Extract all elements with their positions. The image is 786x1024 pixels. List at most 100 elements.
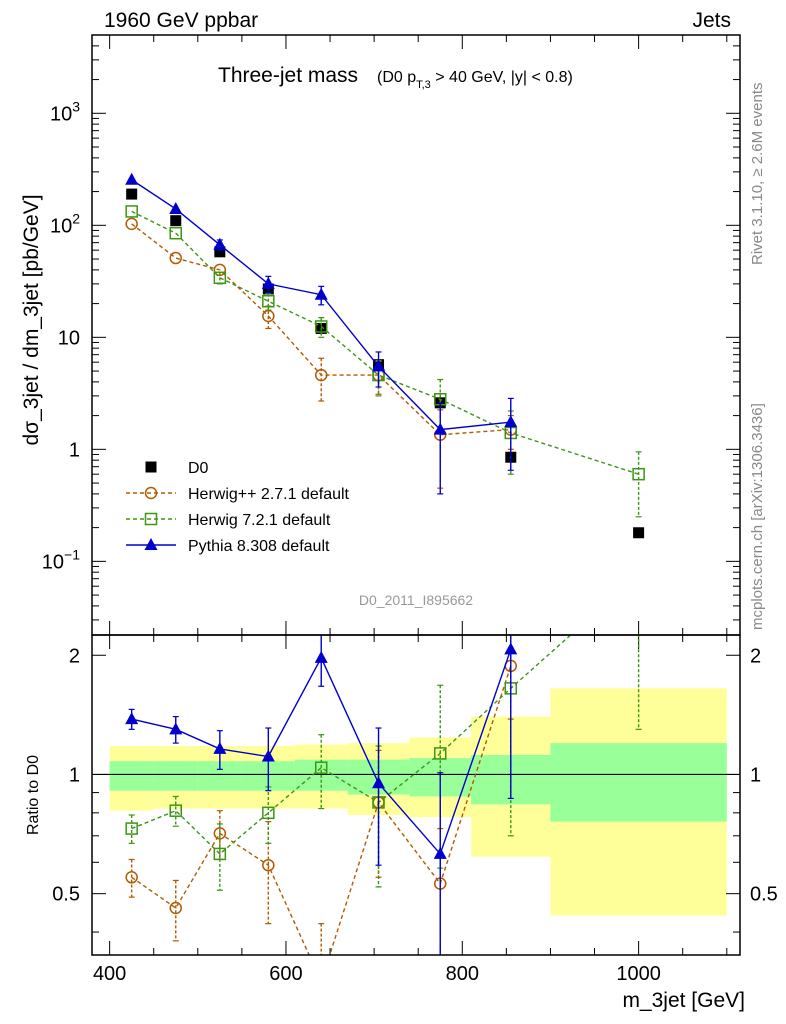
data-point [314,650,328,663]
ratio-y-tick-label: 1 [69,764,80,786]
series-line [131,649,512,856]
series-line [131,179,511,431]
data-point [632,467,645,481]
data-point [372,776,386,789]
x-tick-label: 400 [93,963,126,985]
ratio-ticks: 0.5 0.5 1 1 2 2 400 600 800 1000 [52,635,778,985]
main-panel: 10−1 1 10 102 103 Three-jet mass (D0 pT,3 > … [20,34,741,636]
main-ticks: 10−1 1 10 102 103 [42,34,740,635]
x-tick-label: 600 [269,963,302,985]
ratio-panel: 0.5 0.5 1 1 2 2 400 600 800 1000 Ratio to D0 m_3j… [25,569,778,1012]
ratio-bands [92,688,740,916]
data-point [213,237,227,250]
side-label-rivet: Rivet 3.1.10, ≥ 2.6M events [749,83,766,266]
x-tick-label: 800 [446,963,479,985]
data-point [213,263,227,277]
legend-label: Herwig++ 2.7.1 default [188,486,350,503]
data-point [169,804,183,817]
data-point [169,722,183,735]
data-point [261,749,275,762]
data-point [314,368,328,382]
data-point [262,806,275,820]
data-point [126,188,138,200]
header-left: 1960 GeV ppbar [104,9,258,32]
data-point [213,741,227,754]
data-point [372,359,386,372]
header-right: Jets [692,9,731,32]
data-point [125,822,138,835]
x-axis-label: m_3jet [GeV] [622,989,745,1012]
legend-item-herwig-2-7-1-default: Herwig++ 2.7.1 default [126,486,350,503]
legend-marker [144,538,158,550]
main-subtitle: (D0 pT,3 > 40 GeV, |y| < 0.8) [377,69,573,91]
data-point [433,846,447,859]
uncertainty-band-inner [153,761,198,791]
data-point [213,827,227,840]
data-point [169,251,183,265]
y-tick-label: 10 [58,327,80,349]
legend-item-pythia-8-308-default: Pythia 8.308 default [126,538,330,555]
ratio-y-tick-label-right: 1 [750,764,761,786]
data-point [169,201,183,214]
main-series-layer [125,172,645,539]
y-tick-label: 1 [69,439,80,461]
series-pythia-8-308-default [125,172,518,495]
data-point [504,415,518,428]
data-point [314,761,328,774]
x-tick-label: 1000 [616,963,661,985]
data-point [633,527,645,539]
data-point [433,422,447,435]
series-line [131,665,512,955]
data-point [262,294,275,308]
uncertainty-band-inner [109,761,154,791]
data-point [504,642,518,655]
legend-marker [145,461,157,473]
data-point [125,172,139,185]
legend-item-d0: D0 [145,460,209,477]
ratio-y-tick-label: 2 [69,645,80,667]
data-point [125,217,138,231]
side-label-mcplots: mcplots.cern.ch [arXiv:1306.3436] [749,403,766,630]
series-herwig-2-7-1-default [125,217,518,489]
data-point [433,747,447,760]
legend-label: D0 [188,460,209,477]
ratio-y-tick-label-right: 0.5 [750,884,778,906]
analysis-watermark: D0_2011_I895662 [359,592,473,608]
y-tick-label: 103 [50,98,80,125]
legend-label: Pythia 8.308 default [188,538,330,555]
ratio-series-layer [125,569,644,987]
series-pythia-8-308-default [125,635,518,955]
legend-label: Herwig 7.2.1 default [188,512,331,529]
series-line [131,223,511,436]
main-title: Three-jet mass [218,64,358,87]
data-point [316,976,327,987]
legend: D0 Herwig++ 2.7.1 default Herwig 7.2.1 def… [126,460,350,555]
series-line [131,210,639,475]
data-point [213,271,227,285]
data-point [169,901,183,915]
data-point [169,226,183,240]
legend-marker [144,512,158,526]
data-point [633,569,644,580]
uncertainty-band-inner [550,743,727,822]
data-point [214,246,226,258]
legend-marker [144,486,158,500]
data-point [262,858,275,872]
ratio-y-tick-label: 0.5 [52,884,80,906]
data-point [125,871,138,884]
data-point [261,276,275,289]
ratio-ylabel: Ratio to D0 [25,755,42,835]
ratio-frame [91,634,741,956]
data-point [213,847,227,861]
data-point [125,205,138,218]
data-point [314,287,328,300]
main-ylabel: dσ_3jet / dm_3jet [pb/GeV] [20,194,43,445]
legend-item-herwig-7-2-1-default: Herwig 7.2.1 default [126,512,331,529]
data-point [170,215,182,227]
y-tick-label: 10−1 [42,546,80,573]
ratio-y-tick-label-right: 2 [750,645,761,667]
data-point [314,320,328,333]
y-tick-label: 102 [50,210,80,237]
data-point [125,712,139,725]
